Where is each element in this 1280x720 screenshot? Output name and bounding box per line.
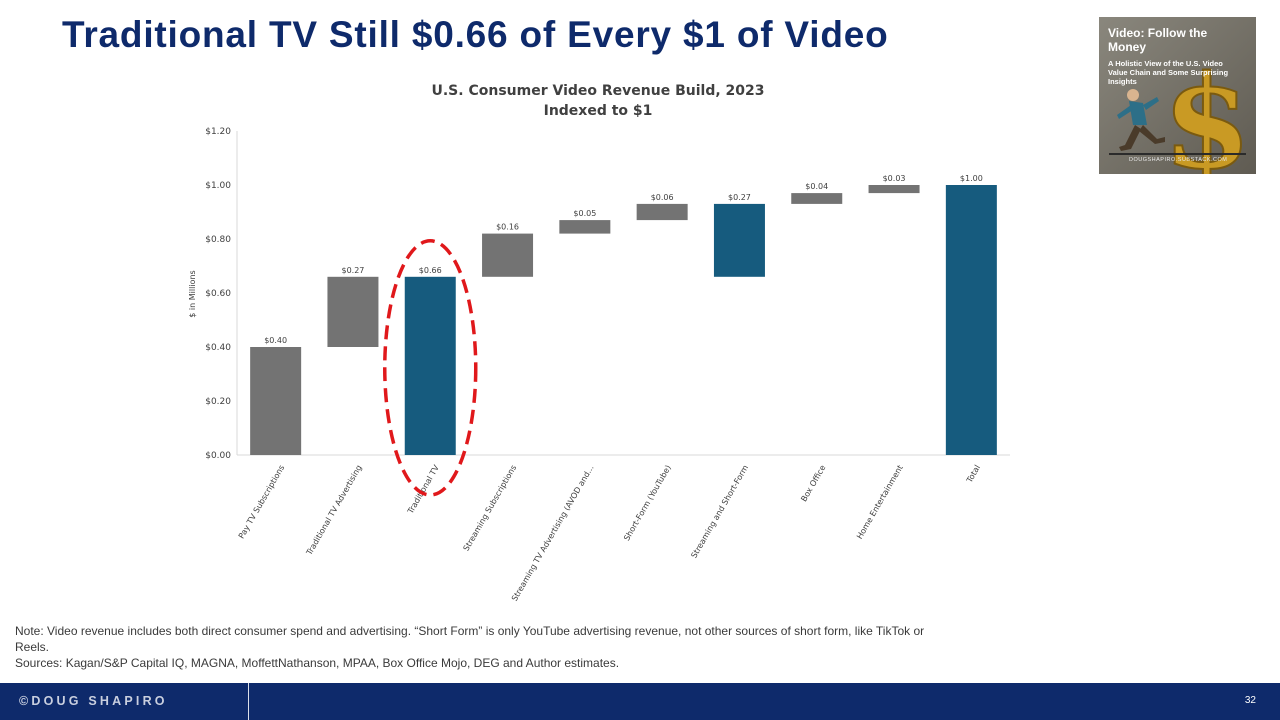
waterfall-chart: $ in Millions $0.00 $0.20 $0.40 $0.60 $0.80 $…	[188, 127, 1010, 603]
thumbnail-footer: DOUGSHAPIRO.SUBSTACK.COM	[1129, 157, 1228, 163]
data-label: $0.06	[651, 193, 674, 202]
chart-title: U.S. Consumer Video Revenue Build, 2023	[431, 83, 765, 99]
category-label: Streaming TV Advertising (AVOD and...	[510, 464, 596, 603]
category-label: Streaming Subscriptions	[462, 464, 519, 553]
data-label: $0.27	[341, 266, 364, 275]
waterfall-bar	[945, 185, 997, 455]
data-label: $0.04	[805, 182, 828, 191]
thumbnail-art: $	[1099, 17, 1256, 174]
waterfall-bar	[250, 347, 302, 455]
category-label: Short-Form (YouTube)	[622, 464, 673, 543]
y-tick-label: $0.40	[205, 343, 231, 353]
y-tick-label: $1.20	[205, 127, 231, 137]
data-label: $0.05	[573, 209, 596, 218]
waterfall-bar	[404, 276, 456, 455]
category-label: Box Office	[799, 463, 827, 503]
data-label: $1.00	[960, 174, 983, 183]
y-tick-label: $1.00	[205, 181, 231, 191]
waterfall-bar	[791, 193, 843, 204]
waterfall-bar	[482, 233, 534, 277]
category-label: Traditional TV	[405, 463, 441, 516]
thumbnail-title: Video: Follow the Money	[1108, 26, 1208, 54]
waterfall-bar	[713, 203, 765, 277]
report-thumbnail: $ Video: Follow the Money A Holistic Vie…	[1099, 17, 1256, 174]
running-man-icon	[1117, 89, 1165, 151]
slide-title: Traditional TV Still $0.66 of Every $1 o…	[62, 14, 889, 55]
y-axis-label: $ in Millions	[188, 270, 197, 317]
footer-divider	[248, 683, 249, 720]
y-tick-label: $0.60	[205, 289, 231, 299]
footer-brand: ©DOUG SHAPIRO	[19, 694, 168, 708]
data-label: $0.03	[883, 174, 906, 183]
category-label: Total	[964, 464, 982, 486]
category-label: Streaming and Short-Form	[689, 463, 750, 559]
y-tick-label: $0.20	[205, 397, 231, 407]
category-label: Home Entertainment	[855, 464, 905, 541]
note-text: Note: Video revenue includes both direct…	[15, 624, 925, 654]
source-note: Note: Video revenue includes both direct…	[15, 623, 925, 671]
category-label: Traditional TV Advertising	[304, 464, 363, 558]
data-label: $0.40	[264, 336, 287, 345]
waterfall-bar	[559, 220, 611, 234]
thumbnail-subtitle: A Holistic View of the U.S. Video Value …	[1108, 59, 1229, 86]
page-number: 32	[1244, 695, 1256, 706]
y-tick-label: $0.80	[205, 235, 231, 245]
data-label: $0.66	[419, 266, 442, 275]
footer-bar: ©DOUG SHAPIRO 32	[0, 683, 1280, 720]
waterfall-bar	[327, 276, 379, 347]
waterfall-bar	[636, 203, 688, 221]
category-label: Pay TV Subscriptions	[237, 464, 287, 541]
data-label: $0.27	[728, 193, 751, 202]
data-label: $0.16	[496, 223, 519, 232]
waterfall-bar	[868, 185, 920, 194]
y-tick-label: $0.00	[205, 451, 231, 461]
chart-title-block: U.S. Consumer Video Revenue Build, 2023 …	[398, 81, 798, 121]
highlight-ring	[383, 239, 478, 497]
chart-subtitle: Indexed to $1	[543, 103, 653, 119]
sources-text: Sources: Kagan/S&P Capital IQ, MAGNA, Mo…	[15, 656, 620, 670]
